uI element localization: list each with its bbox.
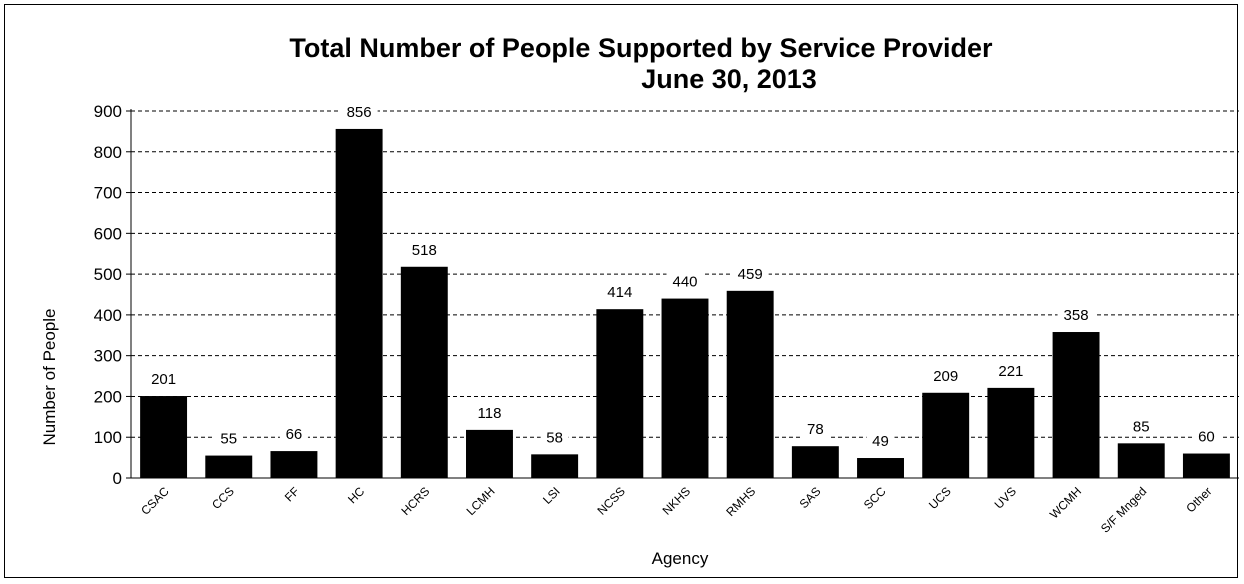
x-tick-label: WCMH <box>1047 484 1084 521</box>
value-label: 221 <box>998 363 1023 380</box>
bar <box>987 387 1035 478</box>
x-tick-label: UVS <box>992 484 1019 511</box>
bar-chart: Total Number of People Supported by Serv… <box>40 33 1239 568</box>
value-label-background <box>540 428 569 448</box>
value-label-background <box>405 240 443 260</box>
value-label-background <box>340 102 378 122</box>
value-label: 856 <box>347 104 372 121</box>
value-label: 55 <box>220 431 237 448</box>
x-tick-label: NCSS <box>594 484 627 517</box>
bar <box>857 458 904 478</box>
x-tick-label: UCS <box>926 484 954 512</box>
value-label-background <box>214 429 243 449</box>
y-tick-label: 0 <box>113 469 122 488</box>
x-tick-label: HCRS <box>398 484 432 518</box>
value-label: 78 <box>807 421 824 438</box>
x-tick-label: SCC <box>861 484 889 512</box>
axes <box>130 109 1239 479</box>
bar <box>726 290 774 478</box>
y-axis-ticks: 0 100 200 300 400 500 600 700 800 900 <box>94 102 131 488</box>
bar <box>270 451 318 478</box>
y-tick-label: 600 <box>94 224 122 243</box>
value-label: 459 <box>738 266 763 283</box>
y-tick-label: 100 <box>94 428 122 447</box>
value-label: 60 <box>1198 429 1215 446</box>
y-tick-label: 900 <box>94 102 122 121</box>
y-tick-label: 700 <box>94 184 122 203</box>
value-label-background <box>1192 427 1221 447</box>
value-label-background <box>731 264 769 284</box>
bar <box>466 429 513 478</box>
value-label: 49 <box>872 433 889 450</box>
chart-subtitle: June 30, 2013 <box>641 64 817 94</box>
bar <box>1052 332 1100 478</box>
value-label-background <box>1127 417 1156 437</box>
chart-frame: Total Number of People Supported by Serv… <box>4 4 1239 578</box>
bar <box>400 266 448 478</box>
x-tick-label: SAS <box>797 484 824 511</box>
bar <box>596 309 644 478</box>
value-label: 414 <box>607 284 632 301</box>
bar <box>140 396 188 478</box>
y-tick-label: 800 <box>94 143 122 162</box>
x-tick-label: RMHS <box>723 484 758 519</box>
value-label-background <box>145 370 183 390</box>
value-label-background <box>601 283 639 303</box>
value-label: 201 <box>151 371 176 388</box>
value-label-background <box>801 420 830 440</box>
bar <box>335 128 383 478</box>
y-tick-label: 200 <box>94 387 122 406</box>
value-label: 118 <box>478 405 502 422</box>
value-label-background <box>927 366 965 386</box>
x-tick-label: FF <box>282 484 302 504</box>
value-label-background <box>666 272 704 292</box>
bars <box>140 128 1230 478</box>
value-label: 209 <box>933 368 958 385</box>
bar <box>661 298 709 478</box>
bar <box>531 454 579 478</box>
value-label: 358 <box>1064 307 1089 324</box>
value-label: 66 <box>286 426 303 443</box>
value-label-background <box>1057 306 1095 326</box>
x-tick-label: LSI <box>540 484 563 507</box>
bar <box>791 446 839 478</box>
y-tick-label: 300 <box>94 347 122 366</box>
x-tick-label: LCMH <box>464 484 498 518</box>
value-label: 440 <box>672 274 697 291</box>
chart-title: Total Number of People Supported by Serv… <box>289 33 993 63</box>
x-tick-label: HC <box>345 484 367 506</box>
value-label-background <box>992 361 1030 381</box>
x-tick-label: CSAC <box>138 484 172 518</box>
value-label: 85 <box>1133 418 1150 435</box>
value-label-background <box>470 403 508 423</box>
value-label-background <box>279 425 308 445</box>
value-label: 58 <box>546 429 563 446</box>
bar <box>205 455 253 478</box>
x-tick-label: NKHS <box>660 484 693 517</box>
x-axis-ticks: CSAC CCS FF HC HCRS LCMH LSI NCSS NKHS RMHS SAS SCC… <box>138 484 1214 536</box>
y-tick-label: 500 <box>94 265 122 284</box>
y-axis-title: Number of People <box>40 308 59 445</box>
x-axis-title: Agency <box>652 549 709 568</box>
x-tick-label: Other <box>1183 484 1214 515</box>
value-label: 518 <box>412 242 437 259</box>
x-tick-label: CCS <box>209 484 237 512</box>
value-labels: 201 55 66 856 518 118 58 414 440 459 78 49 209 221 358… <box>145 102 1221 452</box>
value-label-background <box>866 432 895 452</box>
bar <box>922 392 970 478</box>
bar <box>1117 443 1165 478</box>
x-tick-label: S/F Mnged <box>1098 484 1149 535</box>
y-tick-label: 400 <box>94 306 122 325</box>
bar <box>1182 453 1230 478</box>
